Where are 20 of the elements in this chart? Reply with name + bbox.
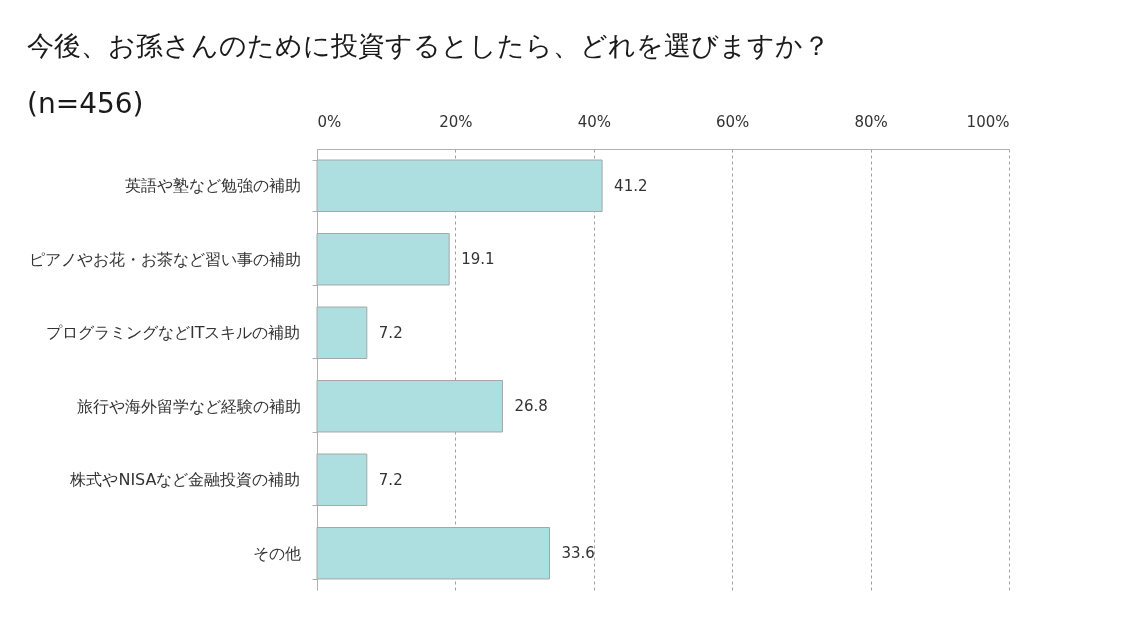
data-label: 7.2 <box>378 323 403 342</box>
data-label: 19.1 <box>461 250 495 269</box>
x-tick-label: 100% <box>966 112 1010 131</box>
x-tick-label: 60% <box>716 112 750 131</box>
chart-title: 今後、お孫さんのために投資するとしたら、どれを選びますか？ <box>27 30 830 61</box>
y-tick-label: 株式やNISAなど金融投資の補助 <box>69 470 301 490</box>
y-tick-label: 英語や塾など勉強の補助 <box>124 176 301 196</box>
y-tick-label: その他 <box>252 543 301 563</box>
data-label: 33.6 <box>561 544 595 563</box>
x-tick-label: 20% <box>439 112 473 131</box>
data-label: 26.8 <box>514 397 548 416</box>
text: (n=456) <box>27 87 144 120</box>
data-label: 41.2 <box>614 176 648 195</box>
y-tick-label: 旅行や海外留学など経験の補助 <box>76 396 301 416</box>
x-tick-label: 40% <box>577 112 611 131</box>
x-tick-label: 0% <box>317 112 342 131</box>
data-label: 7.2 <box>378 470 403 489</box>
x-tick-label: 80% <box>854 112 888 131</box>
y-tick-label: プログラミングなどITスキルの補助 <box>46 323 301 343</box>
y-tick-label: ピアノやお花・お茶など習い事の補助 <box>28 249 301 269</box>
